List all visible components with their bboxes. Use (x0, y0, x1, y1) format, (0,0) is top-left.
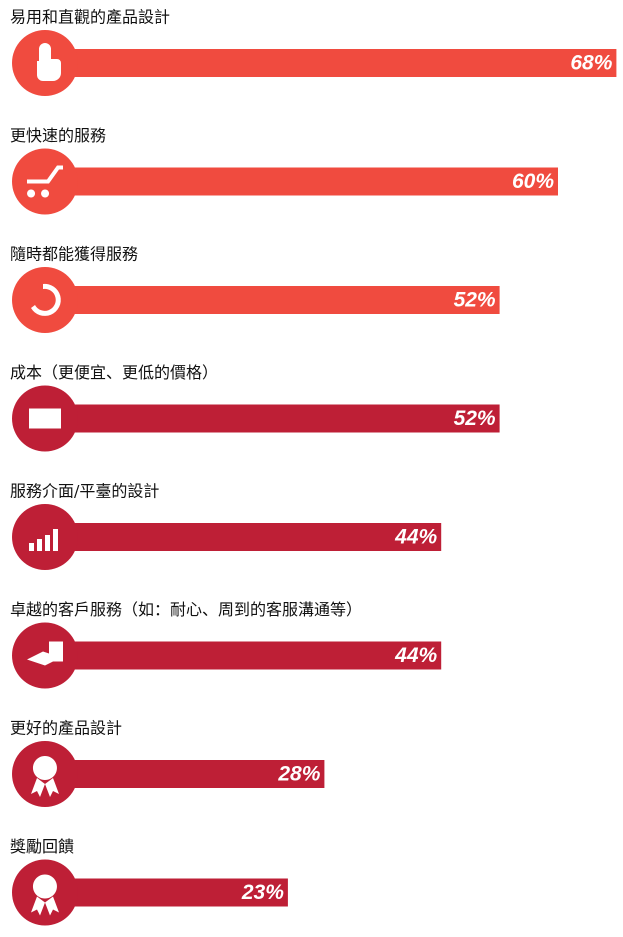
value-label: 28% (277, 763, 320, 786)
icon (37, 43, 61, 81)
icon-circle (12, 267, 78, 333)
category-label: 更快速的服務 (10, 126, 106, 145)
category-label: 卓越的客戶服務（如：耐心、周到的客服溝通等） (10, 600, 362, 619)
category-label: 更好的產品設計 (10, 719, 122, 738)
value-label: 23% (241, 881, 284, 904)
bar (45, 404, 500, 433)
bar (45, 641, 442, 670)
value-label: 44% (394, 526, 437, 549)
bar (45, 49, 617, 77)
icon (29, 408, 61, 429)
category-label: 服務介面/平臺的設計 (10, 482, 159, 501)
icon (29, 529, 58, 551)
icon (27, 641, 63, 666)
value-label: 52% (454, 289, 496, 312)
bar (45, 286, 500, 314)
value-label: 44% (394, 644, 437, 667)
icon (31, 756, 59, 797)
bar (45, 523, 442, 551)
bar (45, 167, 558, 196)
bar (45, 760, 325, 788)
category-label: 獎勵回饋 (10, 837, 74, 856)
category-label: 隨時都能獲得服務 (10, 245, 138, 264)
category-label: 成本（更便宜、更低的價格） (10, 363, 218, 382)
icon (31, 283, 61, 316)
value-label: 68% (570, 52, 612, 75)
bar (45, 878, 288, 907)
value-label: 60% (512, 170, 554, 193)
category-label: 易用和直觀的產品設計 (10, 8, 170, 27)
icon (27, 165, 63, 198)
value-label: 52% (454, 407, 496, 430)
icon (31, 874, 59, 916)
